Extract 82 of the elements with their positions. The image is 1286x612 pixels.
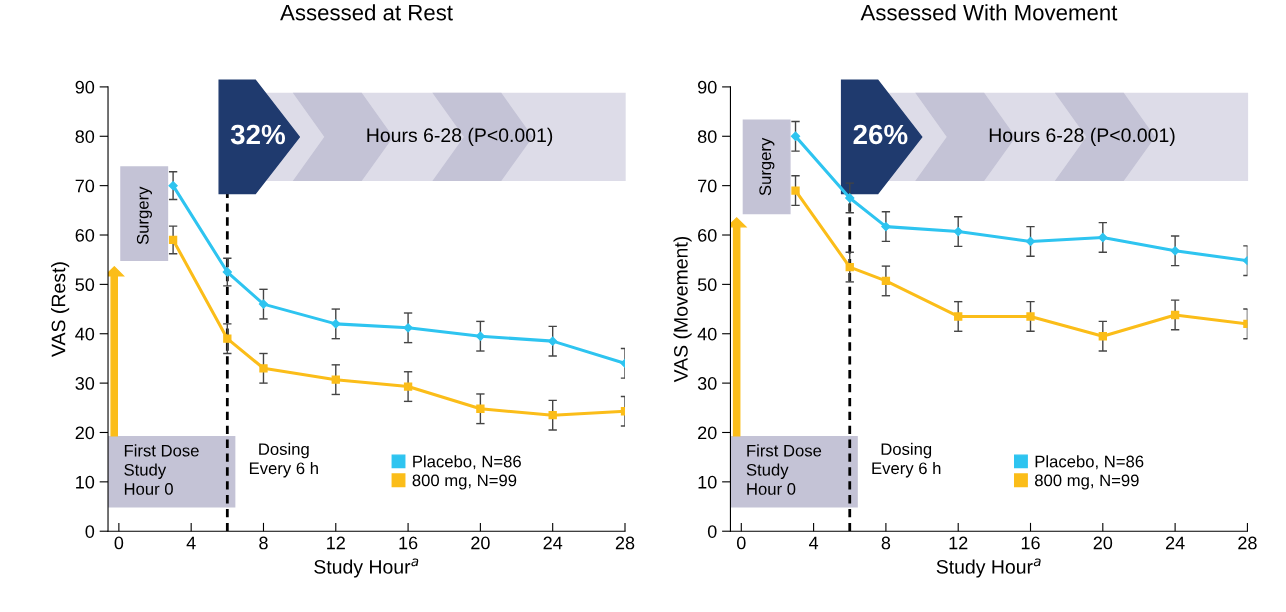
chart-title: Assessed at Rest [280, 4, 453, 21]
y-tick-label: 20 [698, 426, 717, 440]
point [476, 404, 485, 413]
y-axis-title: VAS (Movement) [673, 236, 692, 383]
x-tick-label: 12 [327, 536, 345, 550]
legend-label: Placebo, N=86 [1035, 455, 1144, 470]
x-tick-label: 28 [615, 536, 635, 550]
point [403, 323, 413, 333]
annotation: 32% [230, 124, 286, 145]
y-tick-label: 50 [697, 278, 717, 292]
y-tick-label: 50 [75, 278, 95, 292]
point [168, 181, 178, 191]
x-tick-label: 28 [1238, 536, 1257, 550]
annotation: Surgery [136, 186, 152, 245]
point [954, 312, 963, 321]
point [222, 267, 232, 277]
y-axis-title: VAS (Rest) [51, 262, 70, 357]
point [403, 382, 413, 391]
point [791, 186, 800, 195]
x-tick-label: 12 [949, 536, 968, 550]
x-tick-label: 20 [471, 536, 490, 550]
y-tick-label: 30 [75, 377, 95, 390]
x-tick-label: 0 [114, 536, 124, 550]
y-tick-label: 80 [75, 130, 95, 143]
x-axis-title: Study Hour$^{a}$ [314, 558, 419, 578]
legend-label: 800 mg, N=99 [1035, 474, 1139, 490]
y-tick-label: 30 [697, 377, 717, 390]
x-tick-label: 16 [399, 536, 418, 550]
legend-label: Placebo, N=86 [413, 455, 521, 470]
y-tick-label: 10 [76, 475, 95, 489]
point [331, 319, 341, 329]
y-tick-label: 10 [698, 475, 717, 489]
point [548, 336, 558, 346]
point [259, 364, 268, 373]
annotation: Hours 6-28 (P<0.001) [367, 127, 553, 146]
point [845, 262, 854, 272]
y-tick-label: 0 [707, 525, 717, 538]
y-tick-label: 0 [85, 525, 95, 538]
y-tick-label: 60 [75, 228, 95, 242]
point [1170, 310, 1180, 320]
annotation: Surgery [759, 137, 775, 196]
y-tick-label: 80 [697, 130, 717, 143]
annotation: Hours 6-28 (P<0.001) [989, 127, 1175, 146]
y-tick-label: 90 [75, 80, 95, 94]
point [548, 411, 557, 420]
point [1098, 332, 1107, 341]
annotation: 26% [853, 124, 908, 145]
point [881, 221, 891, 232]
annotation: Dosing Every 6 h [249, 442, 318, 478]
point [258, 299, 269, 309]
y-tick-label: 70 [75, 179, 95, 193]
point [1026, 312, 1035, 321]
point [331, 375, 340, 384]
x-axis-title: Study Hour$^{a}$ [936, 558, 1041, 578]
chart-title: Assessed With Movement [860, 4, 1118, 21]
annotation: Dosing Every 6 h [872, 442, 941, 478]
x-tick-label: 20 [1093, 536, 1113, 550]
point [845, 193, 855, 203]
y-tick-label: 90 [698, 80, 717, 94]
x-tick-label: 24 [1165, 536, 1185, 550]
x-tick-label: 24 [543, 536, 563, 550]
point [790, 131, 801, 141]
y-tick-label: 40 [75, 327, 95, 341]
y-tick-label: 20 [75, 426, 95, 440]
legend-label: 800 mg, N=99 [412, 474, 517, 490]
y-tick-label: 40 [697, 327, 717, 341]
point [1098, 232, 1108, 243]
x-tick-label: 4 [808, 536, 819, 550]
x-tick-label: 8 [259, 536, 268, 550]
x-tick-label: 8 [881, 536, 891, 550]
point [1170, 246, 1180, 256]
point [881, 276, 891, 286]
point [223, 334, 232, 343]
x-tick-label: 4 [186, 536, 196, 550]
x-tick-label: 16 [1021, 536, 1040, 550]
point [953, 226, 963, 237]
y-tick-label: 60 [698, 228, 717, 242]
x-tick-label: 0 [736, 536, 746, 550]
y-tick-label: 70 [698, 179, 717, 193]
annotation: First Dose Study Hour 0 [124, 444, 199, 495]
point [168, 235, 178, 245]
annotation: First Dose Study Hour 0 [746, 444, 822, 495]
